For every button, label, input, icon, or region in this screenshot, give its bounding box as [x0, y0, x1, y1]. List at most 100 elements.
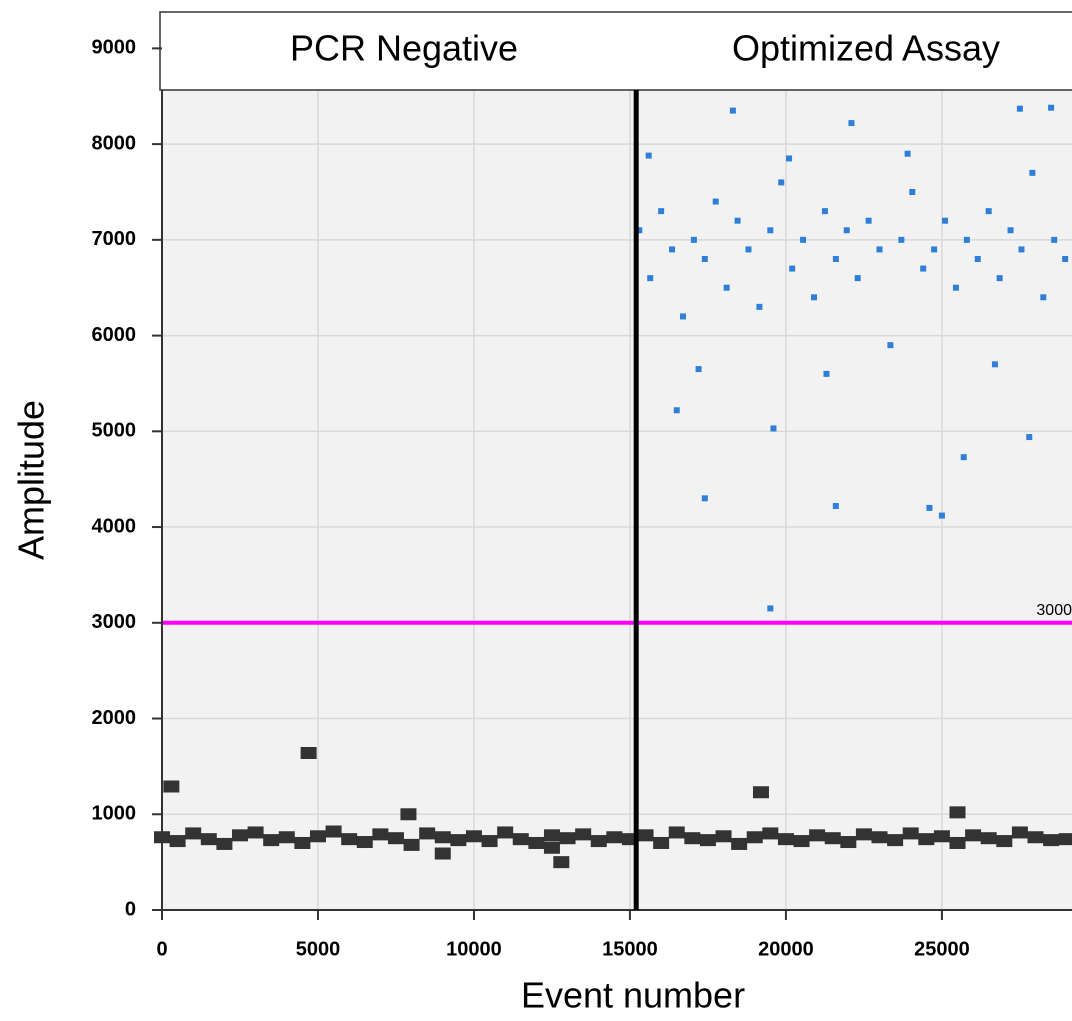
droplet	[938, 512, 945, 519]
droplet	[800, 236, 807, 243]
droplet	[637, 829, 654, 842]
droplet	[731, 837, 748, 850]
droplet	[887, 342, 894, 349]
y-tick-label: 3000	[92, 611, 137, 633]
droplet	[752, 786, 769, 799]
droplet	[1018, 246, 1025, 253]
droplet	[668, 826, 685, 839]
droplet	[372, 828, 389, 841]
droplet	[684, 832, 701, 845]
droplet	[931, 246, 938, 253]
droplet	[909, 188, 916, 195]
droplet	[854, 275, 861, 282]
droplet	[756, 303, 763, 310]
droplet	[949, 836, 966, 849]
droplet	[996, 275, 1003, 282]
droplet	[512, 833, 529, 846]
droplet	[745, 246, 752, 253]
droplet	[980, 832, 997, 845]
droplet	[341, 833, 358, 846]
y-tick-label: 2000	[92, 707, 137, 729]
droplet	[419, 827, 436, 840]
droplet	[777, 833, 794, 846]
droplet	[887, 834, 904, 847]
droplet	[356, 836, 373, 849]
droplet	[647, 275, 654, 282]
droplet	[679, 313, 686, 320]
plot-background	[162, 90, 1072, 910]
droplet	[991, 361, 998, 368]
droplet	[434, 847, 451, 860]
droplet	[1029, 169, 1036, 176]
droplet	[712, 198, 719, 205]
droplet	[1016, 105, 1023, 112]
droplet	[734, 217, 741, 224]
droplet	[169, 835, 186, 848]
droplet	[309, 830, 326, 843]
droplet	[1058, 833, 1072, 846]
droplet	[528, 836, 545, 849]
droplet	[855, 828, 872, 841]
droplet	[1011, 826, 1028, 839]
droplet	[1043, 834, 1060, 847]
droplet	[465, 830, 482, 843]
droplet	[690, 236, 697, 243]
droplet	[695, 366, 702, 373]
droplet	[231, 829, 248, 842]
y-tick-label: 7000	[92, 228, 137, 250]
droplet	[832, 502, 839, 509]
y-tick-label: 6000	[92, 324, 137, 346]
x-tick-label: 0	[156, 938, 167, 960]
droplet	[898, 236, 905, 243]
droplet	[876, 246, 883, 253]
droplet	[590, 835, 607, 848]
droplet	[786, 155, 793, 162]
panel-label: PCR Negative	[290, 28, 518, 69]
droplet	[871, 831, 888, 844]
marks	[154, 104, 1072, 869]
droplet	[481, 835, 498, 848]
droplet	[770, 425, 777, 432]
x-tick-label: 20000	[758, 938, 814, 960]
panel-header	[159, 11, 1072, 91]
y-tick-label: 1000	[92, 803, 137, 825]
panel-label: Optimized Assay	[732, 28, 1000, 69]
droplet	[400, 808, 417, 821]
droplet	[1048, 104, 1055, 111]
droplet	[729, 107, 736, 114]
droplet	[952, 284, 959, 291]
x-tick-label: 25000	[914, 938, 970, 960]
droplet	[843, 227, 850, 234]
droplet	[543, 841, 560, 854]
droplet	[904, 150, 911, 157]
droplet	[497, 826, 514, 839]
droplet	[300, 746, 317, 759]
droplet	[762, 827, 779, 840]
droplet	[701, 495, 708, 502]
droplet	[1062, 255, 1069, 262]
droplet	[789, 265, 796, 272]
y-tick-label: 9000	[92, 37, 137, 59]
droplet	[1040, 294, 1047, 301]
x-tick-label: 15000	[602, 938, 658, 960]
y-tick-label: 5000	[92, 420, 137, 442]
droplet	[636, 227, 643, 234]
droplet	[247, 826, 264, 839]
droplet	[673, 407, 680, 414]
droplet	[918, 833, 935, 846]
droplet	[699, 834, 716, 847]
droplet	[960, 454, 967, 461]
droplet	[325, 825, 342, 838]
droplet	[163, 780, 180, 793]
x-tick-label: 5000	[296, 938, 341, 960]
droplet	[1051, 236, 1058, 243]
droplet	[185, 827, 202, 840]
droplet	[200, 833, 217, 846]
droplet	[832, 255, 839, 262]
droplet	[543, 829, 560, 842]
droplet	[996, 835, 1013, 848]
droplet	[985, 208, 992, 215]
droplet	[387, 832, 404, 845]
droplet	[823, 370, 830, 377]
